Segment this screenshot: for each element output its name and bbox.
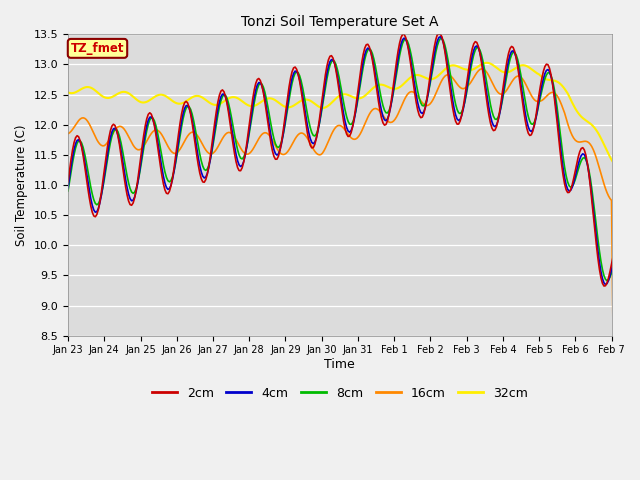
- Text: TZ_fmet: TZ_fmet: [71, 42, 124, 55]
- Legend: 2cm, 4cm, 8cm, 16cm, 32cm: 2cm, 4cm, 8cm, 16cm, 32cm: [147, 382, 532, 405]
- Y-axis label: Soil Temperature (C): Soil Temperature (C): [15, 124, 28, 246]
- X-axis label: Time: Time: [324, 358, 355, 371]
- Title: Tonzi Soil Temperature Set A: Tonzi Soil Temperature Set A: [241, 15, 438, 29]
